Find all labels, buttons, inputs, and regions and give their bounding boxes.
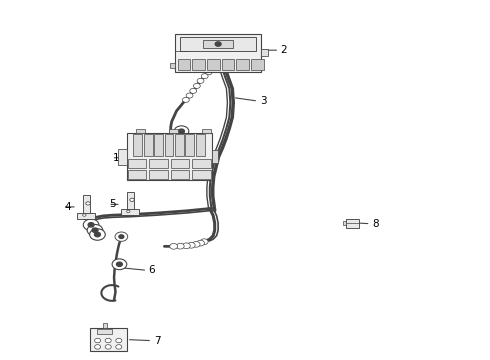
Text: 7: 7: [154, 336, 160, 346]
Circle shape: [116, 345, 122, 349]
Bar: [154, 134, 163, 156]
Circle shape: [83, 214, 86, 216]
Bar: [77, 213, 96, 219]
Bar: [212, 150, 218, 163]
Text: 5: 5: [110, 199, 116, 210]
Circle shape: [115, 232, 128, 241]
Circle shape: [130, 198, 134, 202]
Bar: [136, 129, 145, 134]
Circle shape: [92, 228, 98, 233]
Bar: [222, 59, 234, 69]
Bar: [128, 159, 147, 168]
Circle shape: [197, 78, 204, 84]
Bar: [171, 63, 175, 68]
Circle shape: [170, 243, 177, 249]
Circle shape: [112, 259, 127, 270]
Bar: [103, 323, 107, 328]
Circle shape: [88, 222, 94, 227]
Bar: [251, 59, 264, 69]
Circle shape: [119, 235, 124, 238]
Bar: [171, 159, 189, 168]
Bar: [118, 149, 126, 165]
Circle shape: [178, 129, 184, 134]
Text: 6: 6: [149, 265, 155, 275]
Bar: [203, 40, 233, 48]
Bar: [180, 36, 256, 51]
Bar: [261, 49, 268, 57]
Bar: [126, 134, 212, 180]
Bar: [169, 129, 178, 134]
Circle shape: [186, 93, 193, 98]
Circle shape: [176, 243, 184, 249]
Bar: [175, 34, 261, 72]
Circle shape: [116, 338, 122, 343]
Circle shape: [215, 42, 221, 46]
Text: 2: 2: [281, 45, 287, 55]
Text: 3: 3: [260, 96, 266, 106]
Bar: [83, 195, 90, 219]
Circle shape: [87, 225, 103, 236]
Bar: [185, 134, 194, 156]
Bar: [90, 328, 126, 351]
Bar: [97, 329, 112, 334]
Circle shape: [117, 262, 122, 266]
Circle shape: [105, 345, 111, 349]
Circle shape: [205, 70, 212, 75]
Text: 8: 8: [372, 219, 379, 229]
Circle shape: [194, 84, 200, 88]
Circle shape: [95, 345, 100, 349]
Circle shape: [187, 242, 195, 248]
Circle shape: [95, 338, 100, 343]
Bar: [171, 170, 189, 179]
Circle shape: [86, 202, 90, 205]
Circle shape: [190, 88, 196, 93]
Bar: [196, 134, 205, 156]
Text: 4: 4: [64, 202, 71, 212]
Circle shape: [201, 74, 208, 79]
Bar: [193, 59, 205, 69]
Text: 1: 1: [113, 153, 120, 163]
Bar: [165, 134, 173, 156]
Bar: [178, 59, 190, 69]
Bar: [127, 192, 134, 215]
Bar: [175, 134, 184, 156]
Bar: [149, 159, 168, 168]
Bar: [202, 129, 211, 134]
Circle shape: [83, 219, 99, 230]
Bar: [345, 219, 359, 228]
Circle shape: [182, 243, 190, 249]
Circle shape: [105, 338, 111, 343]
Circle shape: [192, 242, 200, 247]
Circle shape: [182, 97, 189, 102]
Bar: [343, 221, 346, 225]
Bar: [149, 170, 168, 179]
Circle shape: [196, 240, 204, 246]
Bar: [192, 159, 211, 168]
Bar: [128, 170, 147, 179]
Circle shape: [126, 210, 130, 213]
Circle shape: [90, 229, 105, 240]
Bar: [207, 59, 220, 69]
Circle shape: [95, 232, 100, 237]
Bar: [237, 59, 249, 69]
Circle shape: [174, 126, 189, 136]
Bar: [121, 209, 140, 215]
Bar: [133, 134, 142, 156]
Circle shape: [200, 239, 208, 244]
Bar: [144, 134, 153, 156]
Bar: [192, 170, 211, 179]
